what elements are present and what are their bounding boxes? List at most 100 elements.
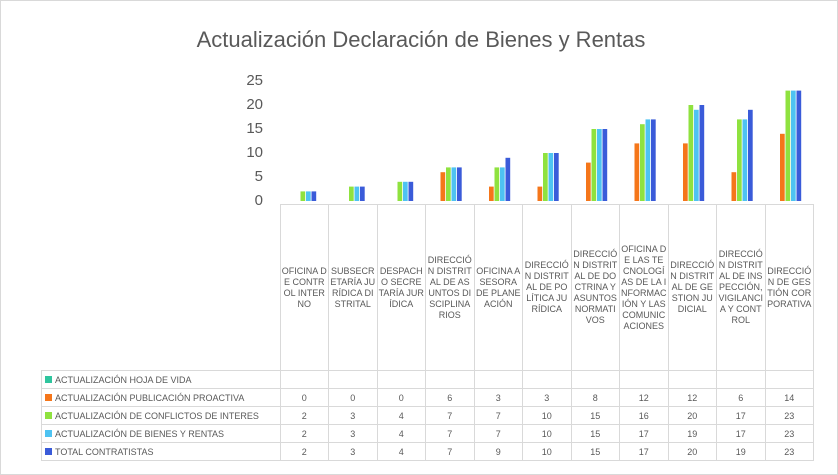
table-value: 3	[328, 406, 378, 425]
legend-key	[45, 447, 52, 455]
table-value: 0	[279, 388, 329, 407]
bar	[785, 90, 791, 201]
legend-key	[45, 393, 52, 401]
table-value: 2	[279, 406, 329, 425]
legend-entry: ACTUALIZACIÓN PUBLICACIÓN PROACTIVA	[41, 388, 281, 407]
y-tick-label: 5	[255, 168, 263, 185]
table-value: 17	[619, 442, 669, 461]
x-tick-label: DIRECCIÓN DISTRITAL DE ASUNTOS DISCIPLIN…	[425, 204, 475, 371]
x-tick-label: OFICINA ASESORA DE PLANEACIÓN	[473, 204, 523, 371]
bar	[694, 109, 699, 201]
table-value: 3	[328, 424, 378, 443]
table-value: 7	[473, 406, 523, 425]
legend-label: ACTUALIZACIÓN DE BIENES Y RENTAS	[55, 428, 225, 439]
table-value: 12	[619, 388, 669, 407]
x-tick-label: DIRECCIÓN DISTRITAL DE DOCTRINA Y ASUNTO…	[570, 204, 620, 371]
bar	[446, 167, 451, 201]
table-value: 6	[425, 388, 475, 407]
bar	[634, 143, 640, 201]
table-value: 20	[667, 406, 717, 425]
table-value: 7	[425, 442, 475, 461]
bar	[360, 186, 365, 201]
bar	[699, 105, 705, 201]
bar	[311, 191, 317, 201]
table-value: 3	[328, 442, 378, 461]
table-value: 7	[425, 424, 475, 443]
table-value	[570, 370, 620, 389]
table-value: 12	[667, 388, 717, 407]
table-value	[376, 370, 426, 389]
bar	[537, 186, 543, 201]
x-tick-label: SUBSECRETARÍA JURÍDICA DISTRITAL	[328, 204, 378, 371]
y-tick-label: 25	[246, 72, 263, 89]
bar	[640, 124, 645, 201]
x-tick-label: OFICINA DE CONTROL INTERNO	[279, 204, 329, 371]
table-value: 3	[522, 388, 572, 407]
table-value: 7	[425, 406, 475, 425]
table-value: 7	[473, 424, 523, 443]
legend-key	[45, 375, 52, 383]
bar	[548, 153, 554, 201]
table-value: 8	[570, 388, 620, 407]
bar	[306, 191, 311, 201]
bar	[500, 167, 505, 201]
x-tick-label: OFICINA DE LAS TECNOLOGÍAS DE LA INFORMA…	[619, 204, 669, 371]
table-value: 15	[570, 424, 620, 443]
x-tick-label: DIRECCIÓN DISTRITAL DE POLÍTICA JURÍDICA	[522, 204, 572, 371]
table-value: 10	[522, 424, 572, 443]
table-value: 14	[764, 388, 814, 407]
bar	[748, 109, 753, 201]
legend-entry: ACTUALIZACIÓN HOJA DE VIDA	[41, 370, 281, 389]
table-value: 17	[716, 424, 766, 443]
bar	[451, 167, 457, 201]
legend-entry: TOTAL CONTRATISTAS	[41, 442, 281, 461]
table-value: 2	[279, 424, 329, 443]
y-tick-label: 0	[255, 192, 263, 209]
x-tick-label: DIRECCIÓN DE GESTIÓN CORPORATIVA	[764, 204, 814, 371]
table-value: 4	[376, 442, 426, 461]
table-value	[716, 370, 766, 389]
bar	[489, 186, 494, 201]
bar	[688, 105, 694, 201]
legend-label: ACTUALIZACIÓN PUBLICACIÓN PROACTIVA	[55, 392, 245, 403]
table-value: 10	[522, 406, 572, 425]
table-value: 20	[667, 442, 717, 461]
bar	[408, 181, 414, 201]
table-value	[279, 370, 329, 389]
table-value: 19	[716, 442, 766, 461]
bar	[349, 186, 354, 201]
table-value	[328, 370, 378, 389]
table-value: 10	[522, 442, 572, 461]
bar	[403, 181, 408, 201]
bar	[397, 181, 403, 201]
table-value: 4	[376, 406, 426, 425]
bar	[457, 167, 462, 201]
bar	[651, 119, 656, 201]
table-value	[667, 370, 717, 389]
bar	[645, 119, 651, 201]
bar	[591, 129, 597, 201]
legend-key	[45, 429, 52, 437]
table-value	[619, 370, 669, 389]
corner	[42, 205, 281, 371]
y-tick-label: 15	[246, 120, 263, 137]
bar	[505, 157, 511, 201]
bar	[597, 129, 602, 201]
bar	[494, 167, 500, 201]
table-value: 0	[328, 388, 378, 407]
table-value: 15	[570, 406, 620, 425]
table-value: 17	[716, 406, 766, 425]
data-table: OFICINA DE CONTROL INTERNO SUBSECRETARÍA …	[41, 204, 814, 461]
bar	[602, 129, 608, 201]
bar	[780, 133, 785, 201]
table-value: 17	[619, 424, 669, 443]
legend-key	[45, 411, 52, 419]
table-value: 9	[473, 442, 523, 461]
table-value: 23	[764, 406, 814, 425]
table-value: 23	[764, 424, 814, 443]
bar	[796, 90, 802, 201]
bar	[554, 153, 559, 201]
table-value: 2	[279, 442, 329, 461]
y-tick-label: 10	[246, 144, 263, 161]
